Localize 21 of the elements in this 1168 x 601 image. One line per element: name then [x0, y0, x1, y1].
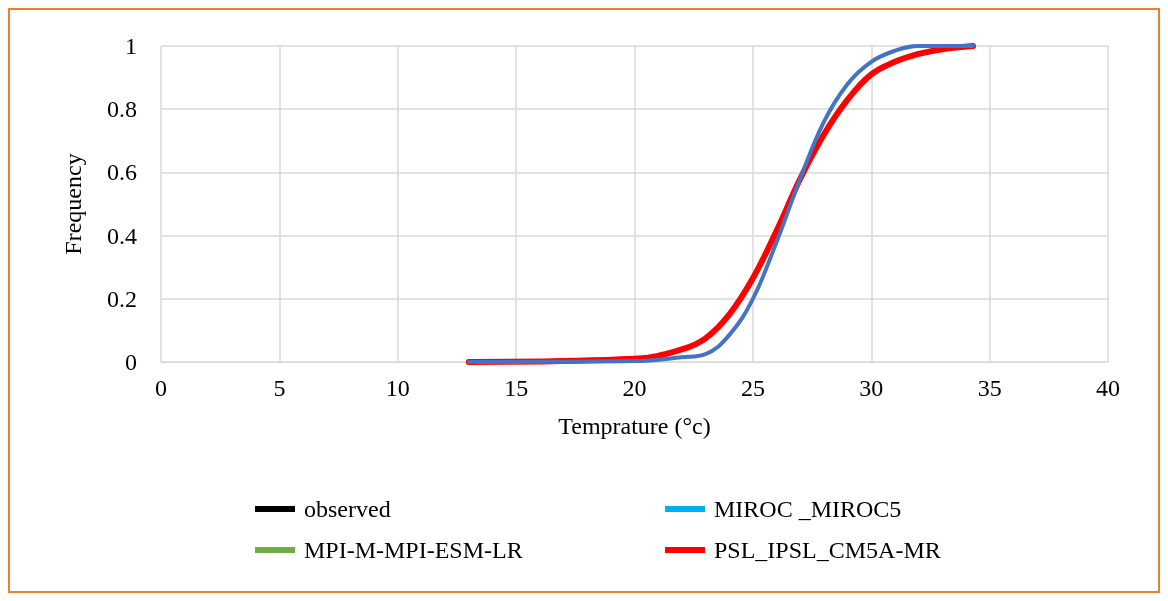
y-tick-label: 0	[125, 349, 137, 375]
y-tick-label: 0.8	[107, 96, 137, 123]
y-axis-title: Frequency	[60, 153, 86, 255]
x-tick-label: 30	[859, 375, 884, 401]
x-tick-label: 25	[740, 375, 765, 401]
y-tick-label: 0.6	[107, 159, 137, 186]
x-tick-label: 0	[155, 375, 167, 401]
y-tick-label: 1	[125, 33, 137, 59]
x-tick-label: 5	[273, 375, 286, 401]
x-tick-label: 10	[385, 375, 410, 401]
legend-label: PSL_IPSL_CM5A-MR	[714, 537, 941, 563]
y-tick-label: 0.4	[107, 222, 137, 249]
x-tick-label: 35	[977, 375, 1002, 401]
legend-label: MIROC _MIROC5	[714, 496, 902, 522]
x-tick-label: 20	[622, 375, 647, 401]
legend-label: observed	[304, 496, 391, 522]
x-axis-title: Temprature (°c)	[558, 413, 711, 439]
x-tick-label: 40	[1096, 375, 1120, 401]
y-tick-label: 0.2	[107, 285, 137, 312]
x-tick-label: 15	[504, 375, 529, 401]
legend-label: MPI-M-MPI-ESM-LR	[304, 537, 523, 563]
